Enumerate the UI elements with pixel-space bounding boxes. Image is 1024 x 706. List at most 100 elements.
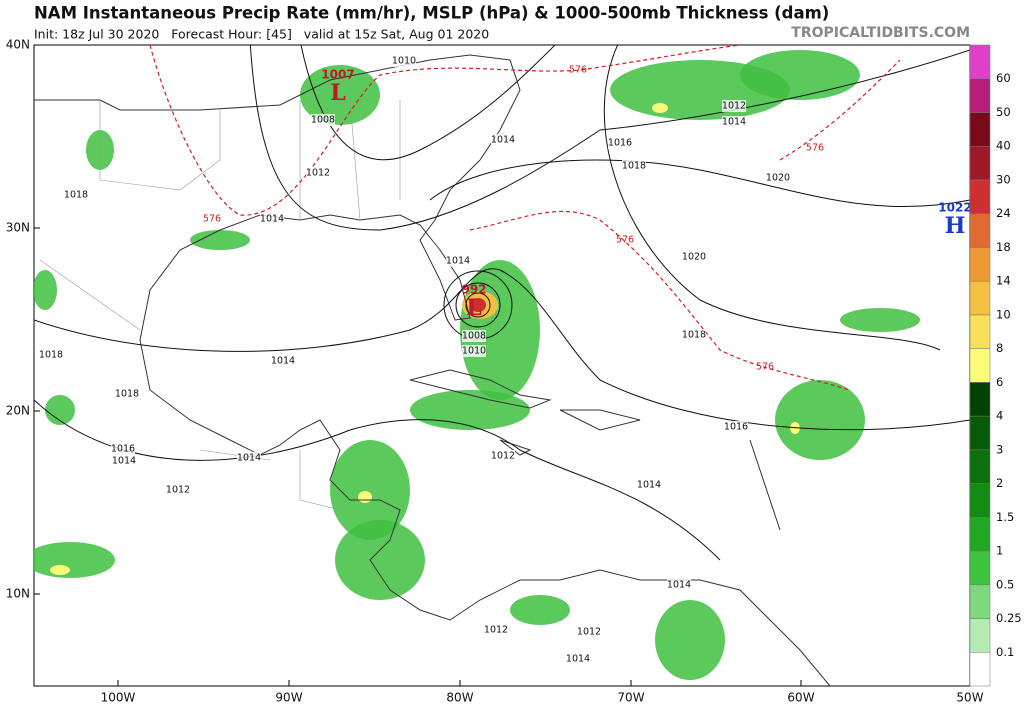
isobar-label-bg	[237, 452, 261, 464]
colorbar-label: 10	[996, 307, 1011, 321]
isobar-label: 1012	[484, 625, 508, 636]
isobar-label-bg	[722, 100, 746, 112]
colorbar-label: 6	[996, 375, 1003, 389]
colorbar-label: 4	[996, 409, 1003, 423]
isobar-label-bg	[462, 330, 486, 342]
isobar-label: 1018	[115, 389, 139, 400]
center-pressure: 1007	[321, 68, 354, 82]
colorbar-block	[969, 483, 991, 518]
colorbar-block	[969, 415, 991, 451]
isobar-label: 1020	[766, 173, 790, 184]
thickness-label: 576	[616, 235, 634, 246]
isobar-label: 1018	[682, 330, 706, 341]
lon-label: 70W	[617, 691, 644, 705]
isobar-label: 1014	[446, 256, 470, 267]
colorbar-block	[969, 382, 991, 417]
colorbar-block	[969, 145, 991, 181]
colorbar-block	[969, 314, 991, 349]
isobar-label-bg	[392, 55, 416, 67]
isobar-label: 1012	[722, 101, 746, 112]
colorbar-block	[969, 44, 991, 79]
colorbar-label: 1	[996, 544, 1003, 558]
isobar-label: 1014	[237, 453, 261, 464]
lon-label: 80W	[446, 691, 473, 705]
isobar-label: 1014	[667, 580, 691, 591]
lon-label: 60W	[787, 691, 814, 705]
isobar-label: 1012	[577, 627, 601, 638]
isobar-label: 1014	[722, 117, 746, 128]
colorbar-block	[969, 618, 991, 653]
isobar-label-bg	[484, 624, 508, 636]
center-pressure: 992	[461, 283, 486, 297]
isobar-label-bg	[112, 455, 136, 467]
isobar-label: 1016	[111, 444, 135, 455]
lat-label: 20N	[6, 404, 30, 418]
isobar-label: 1012	[166, 485, 190, 496]
isobar-label-bg	[306, 167, 330, 179]
colorbar-block	[969, 449, 991, 484]
isobar-label-bg	[608, 137, 632, 149]
isobar-label-bg	[667, 579, 691, 591]
isobar-label-bg	[462, 345, 486, 357]
isobar-label-bg	[577, 626, 601, 638]
colorbar-label: 18	[996, 240, 1011, 254]
colorbar-label: 50	[996, 105, 1011, 119]
colorbar-label: 14	[996, 274, 1011, 288]
subtitle: Init: 18z Jul 30 2020 Forecast Hour: [45…	[34, 27, 489, 42]
isobar-label-bg	[491, 450, 515, 462]
isobar-label-bg	[166, 484, 190, 496]
lat-label: 10N	[6, 587, 30, 601]
isobar-label: 1014	[566, 654, 590, 665]
colorbar-label: 24	[996, 206, 1011, 220]
colorbar-label: 0.25	[996, 611, 1022, 625]
center-symbol: L	[466, 295, 481, 321]
isobar-label-bg	[566, 653, 590, 665]
thickness-576	[149, 45, 901, 391]
colorbar-label: 8	[996, 341, 1003, 355]
isobar-label: 1016	[724, 422, 748, 433]
isobar-label-bg	[64, 189, 88, 201]
isobar-label-bg	[766, 172, 790, 184]
colorbar-label: 2	[996, 476, 1003, 490]
precip	[34, 50, 920, 680]
colorbar-block	[969, 348, 991, 383]
center-symbol: L	[330, 80, 345, 106]
isobar-label: 1014	[112, 456, 136, 467]
isobar-label-bg	[682, 251, 706, 263]
isobar-label: 1012	[491, 451, 515, 462]
isobar-label-bg	[724, 421, 748, 433]
isobar-label-bg	[260, 213, 284, 225]
colorbar-block	[969, 584, 991, 619]
isobar-label: 1018	[622, 161, 646, 172]
isobar-label-bg	[271, 355, 295, 367]
isobar-label: 1012	[306, 168, 330, 179]
colorbar-label: 3	[996, 442, 1003, 456]
colorbar-label: 0.5	[996, 577, 1014, 591]
isobar-label: 1014	[637, 480, 661, 491]
map	[33, 44, 971, 687]
colorbar-block	[969, 112, 991, 147]
isobar-label-bg	[311, 114, 335, 126]
isobar-label-bg	[637, 479, 661, 491]
isobar-label-bg	[622, 160, 646, 172]
isobar-label-bg	[722, 116, 746, 128]
isobar-label-bg	[115, 388, 139, 400]
isobar-label-bg	[491, 134, 515, 146]
isobar-label-bg	[682, 329, 706, 341]
thickness-label: 576	[203, 214, 221, 225]
colorbar-label: 1.5	[996, 510, 1014, 524]
center-pressure: 1022	[938, 201, 971, 215]
colorbar-block	[969, 213, 991, 248]
lon-label: 90W	[275, 691, 302, 705]
coastlines	[34, 54, 831, 686]
isobar-label: 1008	[311, 115, 335, 126]
colorbar-block	[969, 247, 991, 282]
isobars	[34, 45, 970, 561]
isobar-label-bg	[39, 349, 63, 361]
colorbar-block	[969, 78, 991, 113]
isobar-label-bg	[446, 255, 470, 267]
watermark: TROPICALTIDBITS.COM	[791, 25, 970, 41]
isobar-label: 1008	[462, 331, 486, 342]
colorbar-block	[969, 550, 991, 586]
